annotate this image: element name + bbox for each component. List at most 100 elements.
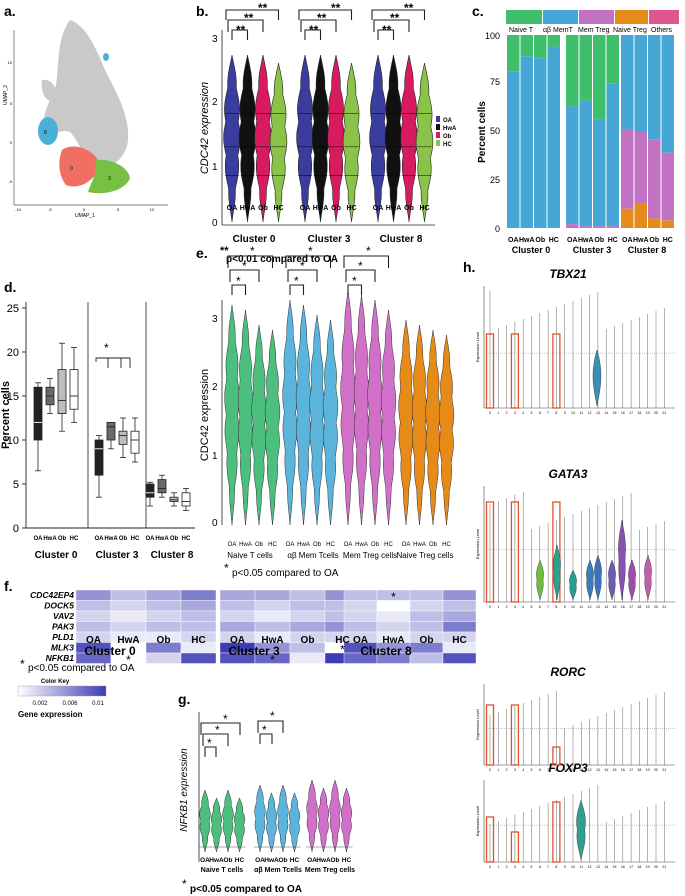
f-heat-cell (409, 589, 444, 601)
b-group-label: Ob (331, 205, 341, 212)
umap-cluster-label-8: 8 (44, 130, 47, 136)
umap-cluster8-blue (38, 117, 58, 145)
b-bracket (373, 19, 410, 32)
h-xtick: 15 (613, 768, 617, 772)
umap-xtick: 5 (117, 207, 120, 212)
g-violin (306, 779, 318, 853)
c-bar-segment (566, 35, 579, 107)
b-bracket-stars: ** (390, 11, 400, 25)
umap-xtick: -5 (48, 207, 52, 212)
c-bar-label: HC (608, 237, 618, 244)
f-heat-cell (289, 652, 326, 664)
g-bracket-star: * (207, 736, 212, 750)
b-group-label: Ob (404, 205, 414, 212)
b-violin (254, 54, 272, 223)
e-violin (251, 324, 267, 526)
b-bracket (231, 29, 249, 40)
c-bar-segment (661, 152, 674, 221)
h-gene-title-tbx21: TBX21 (549, 267, 587, 281)
h-xtick: 1 (497, 411, 499, 415)
umap-gray-cloud (43, 20, 129, 167)
h-violin-colored (576, 799, 586, 861)
c-bar-segment (593, 35, 606, 120)
h-xtick: 5 (531, 768, 533, 772)
h-xtick: 10 (571, 865, 575, 869)
c-bar-label: HwA (578, 237, 594, 244)
f-gene-label: MLK3 (51, 643, 74, 653)
color-key-tick: 0.002 (32, 701, 48, 707)
g-violin (329, 779, 341, 853)
h-xtick: 12 (588, 411, 592, 415)
c-bar-segment (634, 131, 647, 203)
c-bar-label: HwA (633, 237, 649, 244)
c-ytick: 75 (490, 77, 500, 87)
b-violin (311, 54, 330, 223)
d-box-label: HwA (104, 536, 118, 542)
g-group-label: OA (200, 857, 210, 864)
g-violin (340, 787, 353, 853)
f-gene-label: DOCK5 (44, 601, 74, 611)
g-category-naive-t: Naive T cells (201, 867, 244, 874)
e-ylabel: CDC42 expression (199, 369, 211, 461)
b-legend-hwa-swatch (436, 124, 440, 130)
h-xtick: 14 (604, 411, 608, 415)
h-violin-colored (592, 349, 602, 407)
panel-label-e: e. (196, 245, 208, 261)
c-bar-label: OA (508, 237, 519, 244)
e-footnote: p<0.05 compared to OA (232, 568, 339, 579)
h-xtick: 14 (604, 768, 608, 772)
d-ylabel: Percent cells (0, 381, 12, 449)
h-xtick: 0 (489, 411, 491, 415)
umap-cluster-label-3: 3 (108, 176, 111, 182)
b-bracket (371, 9, 426, 20)
d-box (145, 483, 155, 498)
b-violin (400, 54, 418, 223)
c-bar-segment (593, 119, 606, 227)
c-bar-segment (621, 129, 634, 209)
h-highlight-box (510, 704, 520, 766)
h-highlight-box (485, 501, 495, 603)
b-group-label: HwA (240, 205, 256, 212)
umap-xtick: 0 (83, 207, 86, 212)
e-bracket (227, 255, 274, 268)
c-bar-segment (606, 226, 619, 228)
d-box (57, 369, 67, 415)
e-category-ab-mem: αβ Mem Tcells (287, 551, 338, 560)
b-footnote-stars: ** (220, 245, 229, 257)
b-ytick: 1 (212, 162, 218, 173)
e-bracket (343, 255, 390, 268)
f-heat-cell (442, 610, 477, 622)
f-column-label: HwA (117, 635, 139, 646)
h-gene-title-rorc: RORC (550, 665, 586, 679)
f-gene-label: VAV2 (53, 611, 74, 621)
c-legend-ab-mem: αβ MemT (543, 27, 574, 34)
h-xtick: 11 (579, 865, 583, 869)
c-bar-segment (507, 71, 520, 228)
umap-ylabel: UMAP_2 (3, 85, 9, 105)
d-cluster-label-0: Cluster 0 (35, 550, 78, 561)
g-group-label: HwA (316, 857, 331, 864)
h-xtick: 18 (637, 411, 641, 415)
h-highlight-box (510, 333, 520, 409)
d-box-label: OA (146, 536, 156, 542)
h-xtick: 8 (555, 865, 557, 869)
f-column-label: Ob (301, 635, 315, 646)
h-xtick: 2 (506, 411, 508, 415)
h-xtick: 11 (579, 768, 583, 772)
panel-label-h: h. (463, 259, 475, 275)
f-cluster-label-3: Cluster 3 (228, 644, 280, 658)
umap-ytick: 0 (10, 140, 13, 145)
f-cluster-label-0: Cluster 0 (84, 644, 136, 658)
f-heat-cell (409, 600, 444, 612)
g-group-label: HwA (264, 857, 279, 864)
e-bracket (347, 284, 363, 295)
f-heat-cell (145, 610, 182, 622)
e-category-naive-treg: Naive Treg cells (397, 551, 454, 560)
g-bracket (257, 720, 284, 733)
b-bracket-stars: ** (309, 23, 319, 37)
h-ylabel: Expression Level (475, 529, 480, 560)
f-heat-cell (145, 600, 182, 612)
b-violin (327, 54, 345, 223)
